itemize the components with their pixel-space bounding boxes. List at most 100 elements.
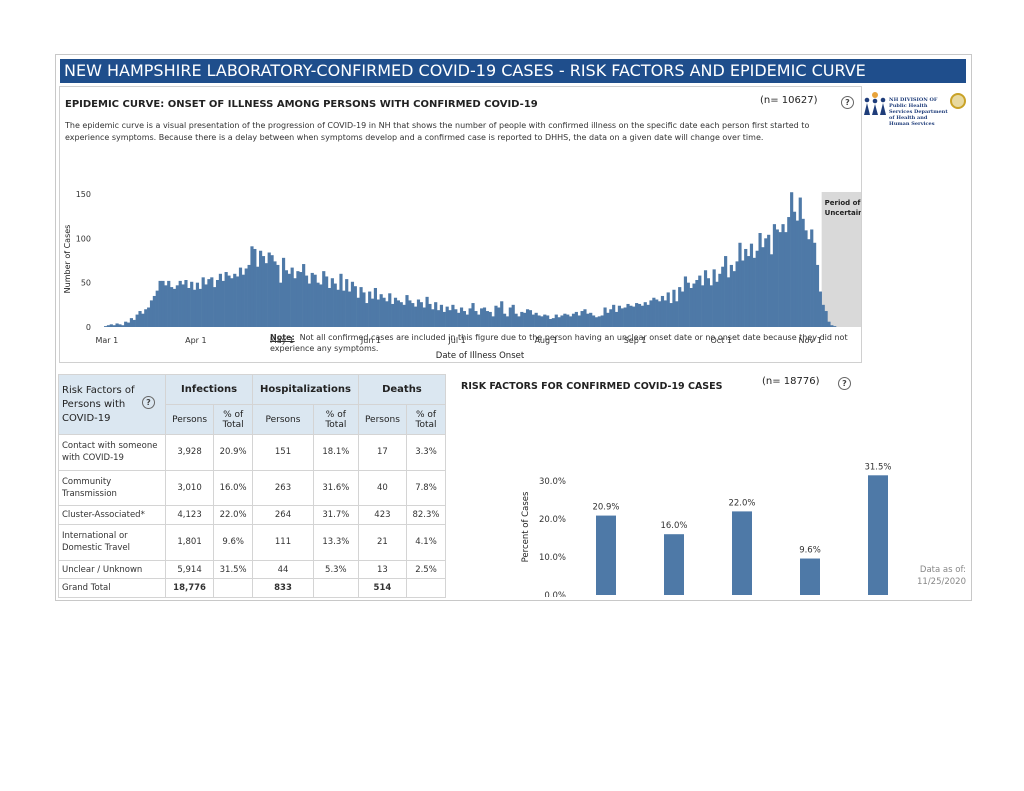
uncertainty-label: Uncertainty <box>825 209 861 217</box>
uncertainty-label: Period of <box>825 199 861 207</box>
cell: 16.0% <box>213 469 254 507</box>
cell: 9.6% <box>213 524 254 561</box>
epi-bar <box>635 303 639 327</box>
cell: 3,928 <box>164 434 215 471</box>
cell: 4.1% <box>406 524 446 561</box>
epi-bar <box>339 273 343 327</box>
table-help-icon[interactable]: ? <box>142 396 155 409</box>
bar-data-label: 16.0% <box>660 521 687 531</box>
epi-bar <box>204 284 208 327</box>
sub-header-pct: % of Total <box>312 404 359 435</box>
x-tick-label: Sep 1 <box>624 336 647 345</box>
epi-bar <box>491 316 495 327</box>
epi-bar <box>732 271 736 327</box>
cell: 4,123 <box>164 505 215 526</box>
risk-bar <box>868 475 888 595</box>
dashboard-frame: NEW HAMPSHIRE LABORATORY-CONFIRMED COVID… <box>55 54 972 601</box>
cell <box>312 578 359 598</box>
epi-bar <box>718 273 722 327</box>
epi-bar <box>488 311 492 327</box>
epi-bar <box>744 248 748 327</box>
epi-bar <box>600 315 604 327</box>
epi-bar <box>267 252 271 327</box>
epi-bar <box>692 283 696 327</box>
epi-bar <box>680 291 685 327</box>
epi-note: Note: Not all confirmed cases are include… <box>270 332 855 354</box>
epi-bar <box>109 324 113 327</box>
epi-bar <box>761 247 765 327</box>
epi-bar <box>471 303 475 327</box>
epi-bar <box>290 267 294 327</box>
epi-bar <box>422 307 426 327</box>
epi-bar <box>141 313 145 327</box>
epi-bar <box>388 293 392 327</box>
epi-bar <box>336 289 340 327</box>
epi-bar <box>790 192 794 327</box>
epi-bar <box>457 312 461 327</box>
cell: 3,010 <box>164 469 215 507</box>
epi-bar <box>353 286 357 327</box>
cell: 17 <box>357 434 408 471</box>
epi-bar <box>477 314 481 327</box>
people-icon <box>864 92 886 115</box>
risk-chart-title: RISK FACTORS FOR CONFIRMED COVID-19 CASE… <box>461 381 723 392</box>
epi-bar <box>350 281 355 327</box>
epi-curve-chart: Period of Uncertainty 0 50 100 150 Mar 1 Apr 1 M… <box>63 190 861 361</box>
epi-bar <box>833 326 837 327</box>
epi-bar <box>534 312 538 327</box>
epi-bar <box>643 302 647 327</box>
cell: 3.3% <box>406 434 446 471</box>
epi-bar <box>574 311 578 327</box>
epi-bar <box>606 312 610 327</box>
epi-bar <box>287 273 291 327</box>
epi-bar <box>695 280 699 327</box>
epi-bar <box>236 276 240 327</box>
epi-bar <box>362 292 366 327</box>
epi-bar <box>307 283 311 327</box>
epi-curve-description: The epidemic curve is a visual presentat… <box>65 121 810 142</box>
risk-chart-help-icon[interactable]: ? <box>838 377 851 390</box>
cell: 31.6% <box>312 469 359 507</box>
epi-bar <box>370 298 375 327</box>
cell: 5.3% <box>312 559 359 580</box>
epi-bar <box>158 280 162 327</box>
epi-bar <box>330 278 334 327</box>
epi-bar <box>210 277 214 327</box>
table-row: International or Domestic Travel 1,801 9… <box>58 524 446 561</box>
x-axis-title: Date of Illness Onset <box>436 351 525 361</box>
epi-bar <box>821 304 825 327</box>
epi-bar <box>459 307 464 327</box>
table-total-row: Grand Total 18,776 833 514 <box>58 578 446 598</box>
epi-bar <box>345 279 349 327</box>
epi-bar <box>583 309 587 327</box>
epi-bar <box>408 300 412 327</box>
epi-bar <box>126 322 131 327</box>
epi-bar <box>649 300 653 327</box>
epi-bar <box>514 313 518 327</box>
epi-bar <box>729 264 733 327</box>
epi-bar <box>172 288 177 327</box>
risk-bar <box>596 515 616 595</box>
epi-bar <box>620 308 624 327</box>
epi-bar <box>784 232 788 327</box>
epi-bar <box>281 257 286 327</box>
epi-bar <box>149 300 154 327</box>
epi-bar <box>213 287 217 327</box>
epi-bar <box>505 316 510 327</box>
sub-header-persons: Persons <box>252 404 314 435</box>
epi-bar <box>726 277 731 327</box>
epi-bar <box>686 282 690 327</box>
epi-help-icon[interactable]: ? <box>841 96 854 109</box>
epi-bar <box>454 309 458 327</box>
epi-bar <box>299 272 303 327</box>
table-corner-header: Risk Factors of Persons with COVID-19 ? <box>58 374 166 435</box>
epi-bar <box>778 232 782 327</box>
y-tick-label: 50 <box>81 279 91 288</box>
epi-bar <box>419 302 423 327</box>
epi-bar <box>439 304 444 327</box>
epi-bar <box>594 317 599 327</box>
epi-bar <box>752 257 756 327</box>
epi-bar <box>612 304 616 327</box>
epi-bar <box>557 317 561 327</box>
epi-bar <box>195 282 200 327</box>
